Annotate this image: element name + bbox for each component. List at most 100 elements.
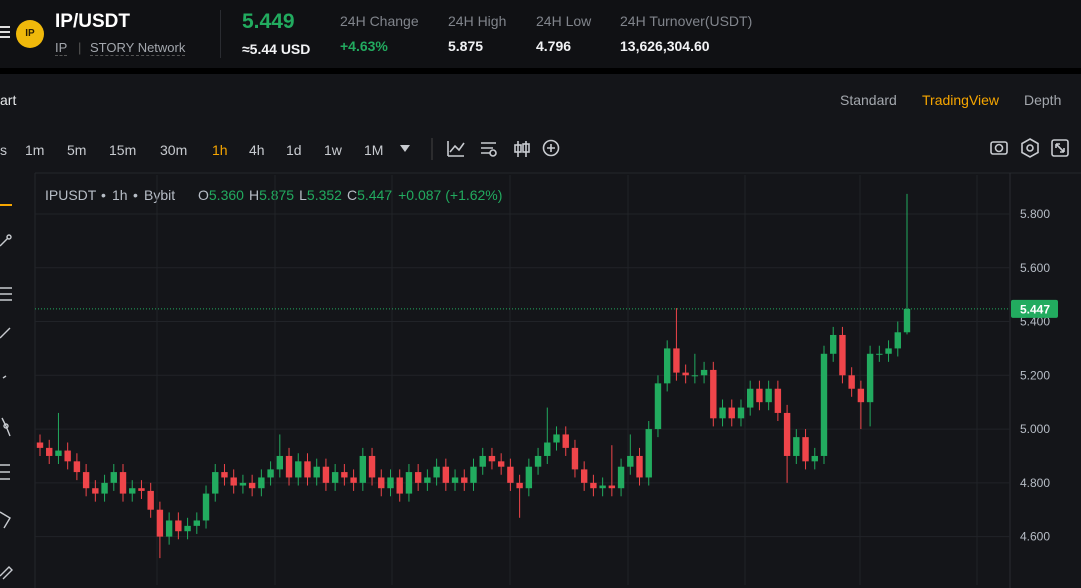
interval[interactable]: 1h <box>212 142 228 158</box>
candle-body <box>516 482 523 489</box>
candle-body <box>525 466 533 489</box>
interval[interactable]: 5m <box>67 142 87 158</box>
candle-body <box>101 482 108 494</box>
candle-body <box>461 477 468 483</box>
legend-field-value: 5.352 <box>307 187 342 203</box>
candle-body <box>737 407 745 419</box>
legend-symbol: IPUSDT <box>45 187 97 203</box>
candle-body <box>497 461 505 467</box>
candle-body <box>710 369 717 419</box>
legend-field-label: C <box>347 187 357 203</box>
candle-body <box>876 353 883 355</box>
candle-body <box>129 488 136 494</box>
legend-change: +0.087 (+1.62%) <box>398 187 502 203</box>
candle-body <box>663 348 671 384</box>
candle-body <box>580 469 588 483</box>
candle-body <box>488 455 496 462</box>
candle-body <box>691 375 699 377</box>
candle-body <box>857 388 865 403</box>
legend-ohlc: O5.360 H5.875 L5.352 C5.447 +0.087 (+1.62%) <box>198 187 502 203</box>
candle-body <box>46 447 53 456</box>
candle-body <box>645 429 652 478</box>
legend-dot: • <box>133 187 138 203</box>
candle-body <box>866 353 874 403</box>
view-tab[interactable]: Depth <box>1024 92 1062 108</box>
candle-body <box>184 525 191 532</box>
candle-body <box>248 482 256 489</box>
coin-badge: IP <box>16 20 44 48</box>
legend-field-label: L <box>299 187 307 203</box>
candle-body <box>239 482 247 486</box>
stat-label: 24H High <box>448 13 507 29</box>
interval[interactable]: 15m <box>109 142 137 158</box>
candle-body <box>350 477 357 483</box>
drawing-tools[interactable] <box>0 204 13 580</box>
interval[interactable]: 4h <box>249 142 265 158</box>
legend-field-label: O <box>198 187 209 203</box>
candle-body <box>295 461 302 478</box>
candle-body <box>442 466 450 483</box>
candle-body <box>608 485 616 489</box>
interval[interactable]: 1M <box>364 142 384 158</box>
candle-body <box>368 455 376 478</box>
last-price-tag <box>1011 299 1058 318</box>
stat-value: 5.875 <box>448 38 484 54</box>
view-tab[interactable]: Standard <box>840 92 897 108</box>
candle-body <box>110 472 117 483</box>
interval-cut: s <box>0 142 7 158</box>
legend-dot: • <box>101 187 106 203</box>
candle-body <box>534 455 542 467</box>
candle-body <box>165 520 173 537</box>
header: IP IP/USDT IP | STORY Network 5.449 ≈5.4… <box>0 0 1081 68</box>
candle-body <box>82 472 90 489</box>
candle-body <box>36 442 44 448</box>
network: STORY Network <box>90 40 186 56</box>
interval[interactable]: 1m <box>25 142 45 158</box>
divider: | <box>78 40 82 55</box>
candle-body <box>571 447 579 470</box>
candle-body <box>774 388 782 413</box>
candle-body <box>424 477 431 483</box>
candle-body <box>267 469 274 478</box>
y-tick-label: 5.200 <box>1020 368 1050 382</box>
legend-field-value: 5.447 <box>357 187 392 203</box>
candle-body <box>285 455 293 478</box>
interval[interactable]: 30m <box>160 142 188 158</box>
candle-body <box>55 450 62 456</box>
candle-body <box>92 488 99 494</box>
base: IP <box>55 40 68 56</box>
last-price-label: 5.447 <box>1020 302 1050 316</box>
y-tick-label: 4.800 <box>1020 476 1050 490</box>
candle-body <box>765 388 772 403</box>
candle-body <box>747 388 754 408</box>
toolbar-icons[interactable] <box>400 138 1069 160</box>
candle-body <box>313 466 320 478</box>
candle-body <box>331 472 339 483</box>
candle-body <box>636 455 643 478</box>
candle-body <box>783 412 791 456</box>
candle-body <box>479 455 486 467</box>
stat-value: 13,626,304.60 <box>620 38 710 54</box>
interval[interactable]: 1d <box>286 142 302 158</box>
candle-body <box>654 383 662 430</box>
candle-body <box>507 466 514 483</box>
candle-body <box>820 353 828 456</box>
interval[interactable]: 1w <box>324 142 342 158</box>
candle-body <box>903 308 911 333</box>
candle-body <box>341 472 348 478</box>
candle-body <box>590 482 597 489</box>
legend-exchange: Bybit <box>144 187 175 203</box>
candle-body <box>544 442 551 456</box>
candle-body <box>359 455 367 483</box>
candle-body <box>673 348 680 373</box>
symbol[interactable]: IP/USDT <box>55 11 130 32</box>
stat-label: 24H Change <box>340 13 419 29</box>
candle-body <box>73 461 81 473</box>
candle-body <box>562 434 569 448</box>
candle-body <box>304 461 311 478</box>
candle-body <box>802 437 809 462</box>
menu-icon[interactable] <box>0 26 10 28</box>
view-tab[interactable]: TradingView <box>922 92 1000 108</box>
candle-body <box>627 455 634 467</box>
